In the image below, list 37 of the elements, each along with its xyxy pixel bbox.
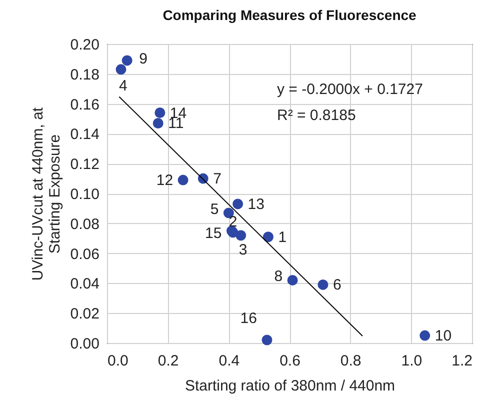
x-tick-label: 1.0 [401, 352, 422, 370]
y-tick-label: 0.06 [70, 246, 100, 263]
x-tick-label: 0.6 [280, 352, 300, 370]
annotation: 7 [213, 170, 222, 188]
annotation: 3 [238, 241, 248, 258]
annotation: 8 [274, 268, 283, 286]
y-axis-title: UVinc-UVcut at 440nm, at Starting Exposure [29, 106, 64, 281]
y-tick-label: 0.08 [70, 216, 100, 233]
x-axis-title: Starting ratio of 380nm / 440nm [184, 378, 396, 394]
y-tick-label: 0.02 [70, 306, 100, 323]
annotation: 6 [332, 276, 342, 294]
annotation: 2 [228, 213, 238, 230]
x-tick-label: 0.2 [158, 352, 179, 370]
annotation: 5 [210, 200, 219, 218]
y-tick-label: 0.12 [70, 156, 100, 174]
y-tick-label: 0.16 [70, 96, 100, 114]
x-tick-label: 0.0 [108, 352, 128, 370]
y-tick-label: 0.18 [70, 66, 100, 84]
annotation: 9 [139, 50, 148, 68]
x-tick-label: 1.2 [452, 352, 472, 370]
y-tick-label: 0.04 [70, 276, 100, 293]
annotation: 13 [248, 196, 264, 213]
y-tick-label: 0.14 [70, 126, 100, 144]
y-tick-label: 0.00 [70, 336, 100, 352]
annotation: 16 [240, 310, 257, 328]
annotation: y = -0.2000x + 0.1727 [277, 81, 423, 98]
annotation: R² = 0.8185 [277, 107, 356, 124]
chart-title: Comparing Measures of Fluorescence [162, 7, 417, 23]
y-tick-label: 0.20 [70, 36, 100, 54]
annotation: 1 [278, 228, 287, 246]
annotation: 12 [156, 172, 174, 190]
x-tick-label: 0.4 [218, 352, 240, 370]
x-tick-label: 0.8 [340, 352, 362, 370]
y-tick-label: 0.10 [70, 186, 100, 203]
annotation: 10 [434, 328, 452, 345]
annotation: 4 [118, 77, 128, 94]
annotation: 15 [205, 224, 222, 242]
